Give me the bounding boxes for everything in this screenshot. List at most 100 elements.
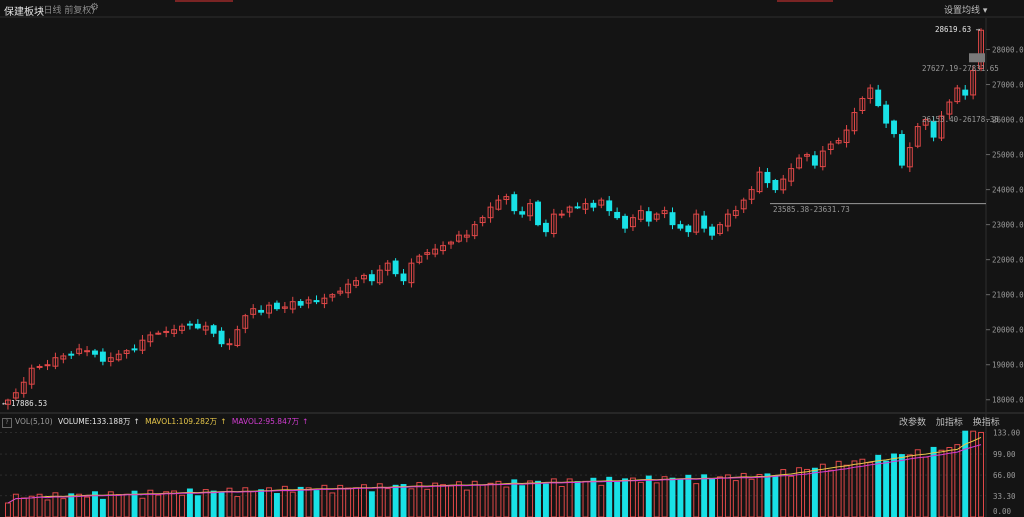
candle-up bbox=[408, 262, 415, 284]
price-tick-label: 25000.0 bbox=[992, 151, 1024, 160]
volume-bar bbox=[44, 499, 51, 517]
volume-bar bbox=[598, 484, 605, 517]
candle-up bbox=[115, 353, 122, 361]
volume-bar bbox=[740, 472, 747, 517]
candle-up bbox=[629, 217, 636, 228]
mavol1-label: MAVOL1:109.282万 bbox=[145, 417, 218, 426]
range-annotation: 26153.40-26178.38 bbox=[922, 115, 999, 124]
candle-up bbox=[12, 392, 19, 399]
candle-up bbox=[171, 329, 178, 334]
add-indicator-button[interactable]: 加指标 bbox=[935, 418, 963, 428]
candle-up bbox=[843, 129, 850, 143]
volume-bar bbox=[266, 487, 272, 517]
range-annotation: 27627.19-27831.65 bbox=[922, 64, 999, 73]
candle-down bbox=[875, 89, 882, 107]
candle-down bbox=[186, 323, 193, 326]
candle-up bbox=[748, 189, 755, 200]
volume-bar bbox=[709, 478, 716, 517]
volume-bar bbox=[843, 464, 850, 517]
candle-up bbox=[566, 206, 573, 213]
candle-up bbox=[329, 294, 336, 298]
volume-tick-label: 33.30 bbox=[993, 492, 1016, 501]
volume-bar bbox=[321, 484, 328, 517]
volume-bar bbox=[353, 487, 360, 517]
volume-bar bbox=[827, 469, 834, 517]
candle-up bbox=[250, 308, 257, 315]
volume-bar bbox=[764, 473, 771, 517]
candle-down bbox=[297, 301, 304, 306]
candle-down bbox=[709, 226, 716, 236]
candle-down bbox=[210, 325, 217, 334]
volume-bar bbox=[645, 475, 652, 517]
volume-bar bbox=[289, 491, 296, 517]
candle-up bbox=[36, 365, 43, 368]
help-icon[interactable]: ? bbox=[2, 418, 12, 428]
candle-up bbox=[819, 150, 826, 168]
candle-up bbox=[455, 234, 462, 242]
volume-bar bbox=[455, 481, 462, 517]
volume-bar bbox=[582, 480, 589, 517]
volume-bar bbox=[250, 491, 257, 517]
volume-toolbar: 改参数 加指标 换指标 bbox=[892, 415, 1000, 428]
settings-ma-button[interactable]: 设置均线 ▾ bbox=[944, 3, 987, 16]
candle-down bbox=[898, 134, 905, 166]
volume-bar bbox=[891, 453, 897, 517]
volume-bar bbox=[12, 493, 19, 517]
volume-bar bbox=[392, 484, 399, 517]
candle-up bbox=[653, 213, 660, 220]
candle-up bbox=[922, 119, 929, 126]
volume-bar bbox=[875, 454, 882, 517]
candle-up bbox=[337, 290, 344, 294]
volume-bar bbox=[883, 460, 890, 517]
volume-bar bbox=[376, 483, 383, 517]
candle-down bbox=[574, 206, 581, 209]
change-params-button[interactable]: 改参数 bbox=[899, 418, 927, 428]
volume-tick-label: 0.00 bbox=[993, 507, 1012, 516]
candle-up bbox=[495, 199, 502, 210]
gear-icon[interactable]: ⚙ bbox=[90, 2, 99, 13]
volume-bar bbox=[424, 488, 431, 517]
volume-bar bbox=[194, 495, 201, 517]
candle-up bbox=[938, 115, 945, 139]
candle-up bbox=[123, 350, 130, 354]
price-tick-label: 23000.0 bbox=[992, 221, 1024, 230]
candle-down bbox=[542, 222, 549, 233]
volume-bar bbox=[780, 469, 787, 517]
candle-up bbox=[60, 355, 67, 360]
candle-down bbox=[131, 348, 138, 351]
candle-down bbox=[891, 120, 897, 135]
volume-bar bbox=[99, 498, 106, 517]
volume-tick-label: 133.00 bbox=[993, 428, 1021, 437]
candle-up bbox=[503, 196, 510, 201]
volume-bar bbox=[732, 480, 739, 517]
price-tick-label: 18000.0 bbox=[992, 396, 1024, 405]
volume-bar bbox=[226, 487, 233, 517]
candle-up bbox=[242, 315, 249, 329]
price-tick-label: 28000.0 bbox=[992, 46, 1024, 55]
candle-up bbox=[107, 357, 114, 362]
volume-bar bbox=[748, 478, 755, 517]
candle-up bbox=[179, 325, 185, 331]
candle-down bbox=[701, 215, 708, 229]
switch-indicator-button[interactable]: 换指标 bbox=[972, 418, 1000, 428]
candle-down bbox=[535, 201, 541, 226]
volume-bar bbox=[479, 484, 486, 517]
candle-down bbox=[811, 155, 818, 166]
volume-tick-label: 99.00 bbox=[993, 450, 1016, 459]
candle-up bbox=[914, 126, 921, 147]
price-tick-label: 27000.0 bbox=[992, 81, 1024, 90]
candle-down bbox=[930, 120, 937, 138]
volume-bar bbox=[677, 478, 684, 517]
candle-up bbox=[353, 280, 360, 286]
volume-bar bbox=[669, 477, 676, 517]
volume-bar bbox=[60, 498, 67, 517]
volume-bar bbox=[637, 481, 644, 517]
volume-bar bbox=[329, 492, 336, 517]
volume-bar bbox=[503, 486, 510, 517]
candle-up bbox=[598, 199, 605, 206]
candle-up bbox=[226, 343, 233, 346]
candle-up bbox=[954, 87, 961, 103]
volume-bar bbox=[210, 490, 217, 517]
volume-bar bbox=[163, 491, 170, 517]
